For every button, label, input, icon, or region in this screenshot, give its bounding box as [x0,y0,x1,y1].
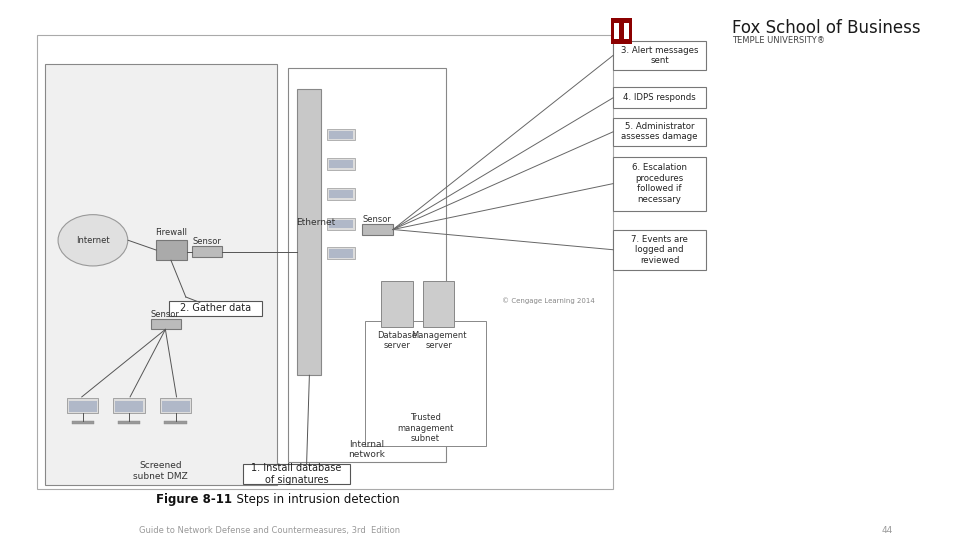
Text: 3. Alert messages
sent: 3. Alert messages sent [621,46,699,65]
FancyBboxPatch shape [613,40,707,70]
Text: Fox School of Business: Fox School of Business [732,19,921,37]
Text: Sensor: Sensor [363,215,392,224]
FancyBboxPatch shape [72,421,94,424]
FancyBboxPatch shape [298,89,321,375]
Text: Management
server: Management server [411,330,467,350]
FancyBboxPatch shape [44,64,276,485]
Bar [612,18,632,44]
Text: Database
server: Database server [376,330,417,350]
FancyBboxPatch shape [327,129,355,140]
FancyBboxPatch shape [288,68,446,462]
Text: Steps in intrusion detection: Steps in intrusion detection [229,493,400,506]
FancyBboxPatch shape [159,398,191,413]
Text: Guide to Network Defense and Countermeasures, 3rd  Edition: Guide to Network Defense and Countermeas… [139,526,400,535]
Bar [329,160,353,168]
FancyBboxPatch shape [327,158,355,170]
FancyBboxPatch shape [151,319,181,329]
FancyBboxPatch shape [113,398,145,413]
Text: Firewall: Firewall [155,228,187,237]
Text: Internal
network: Internal network [348,440,385,459]
FancyBboxPatch shape [365,321,486,446]
Bar [614,23,629,39]
FancyBboxPatch shape [613,118,707,146]
FancyBboxPatch shape [169,301,262,316]
Text: Internet: Internet [76,236,109,245]
FancyBboxPatch shape [613,157,707,211]
Text: Ethernet: Ethernet [297,218,336,227]
Text: 6. Escalation
procedures
followed if
necessary: 6. Escalation procedures followed if nec… [633,164,687,204]
Text: Trusted
management
subnet: Trusted management subnet [397,413,454,443]
FancyBboxPatch shape [327,218,355,230]
FancyBboxPatch shape [422,281,454,327]
Text: 4. IDPS responds: 4. IDPS responds [623,93,696,102]
FancyBboxPatch shape [381,281,413,327]
Bar [69,401,97,412]
Text: Sensor: Sensor [193,238,222,246]
FancyBboxPatch shape [613,87,707,108]
Text: 2. Gather data: 2. Gather data [180,303,252,313]
Text: © Cengage Learning 2014: © Cengage Learning 2014 [502,298,594,304]
Bar [329,190,353,198]
Text: 5. Administrator
assesses damage: 5. Administrator assesses damage [621,122,698,141]
Bar [329,131,353,139]
Text: 44: 44 [881,526,893,535]
Bar [161,401,189,412]
Ellipse shape [58,214,128,266]
FancyBboxPatch shape [37,35,613,489]
FancyBboxPatch shape [362,224,393,235]
FancyBboxPatch shape [613,230,707,270]
Bar [329,220,353,228]
FancyBboxPatch shape [67,398,99,413]
FancyBboxPatch shape [327,247,355,259]
Text: Screened
subnet DMZ: Screened subnet DMZ [133,461,188,481]
Text: 1. Install database
of signatures: 1. Install database of signatures [252,463,342,485]
Text: Sensor: Sensor [151,310,180,319]
FancyBboxPatch shape [244,464,350,484]
Bar [619,22,624,43]
Bar [329,249,353,258]
FancyBboxPatch shape [327,188,355,200]
Bar [115,401,143,412]
FancyBboxPatch shape [156,240,187,260]
FancyBboxPatch shape [164,421,187,424]
FancyBboxPatch shape [118,421,140,424]
Text: 7. Events are
logged and
reviewed: 7. Events are logged and reviewed [632,235,688,265]
Text: TEMPLE UNIVERSITY®: TEMPLE UNIVERSITY® [732,36,826,45]
FancyBboxPatch shape [192,246,222,257]
Text: Figure 8-11: Figure 8-11 [156,493,232,506]
